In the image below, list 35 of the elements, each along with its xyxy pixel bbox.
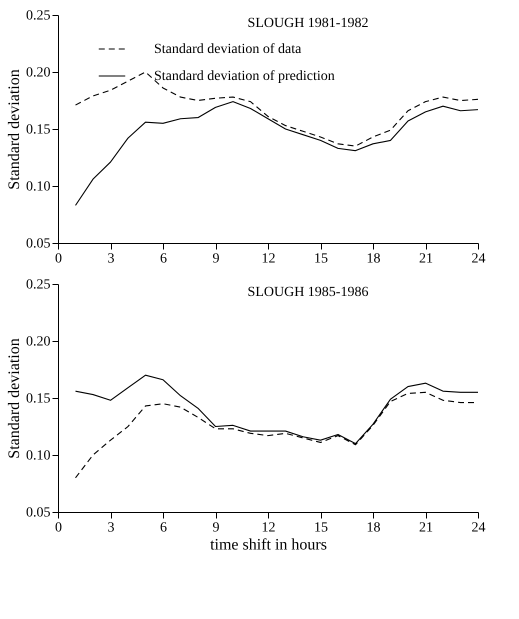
legend-label: Standard deviation of data bbox=[154, 42, 302, 57]
y-tick-label: 0.25 bbox=[26, 8, 50, 24]
y-tick-label: 0.20 bbox=[26, 66, 50, 80]
x-tick-label: 12 bbox=[262, 520, 276, 536]
x-tick-label: 3 bbox=[108, 520, 114, 536]
x-tick-label: 6 bbox=[160, 252, 167, 266]
y-axis-title: Standard deviation bbox=[6, 338, 23, 459]
x-tick-label: 12 bbox=[262, 252, 276, 266]
y-tick-label: 0.25 bbox=[26, 278, 50, 292]
x-tick-label: 21 bbox=[419, 520, 433, 536]
x-tick-label: 3 bbox=[108, 252, 114, 266]
y-axis-title: Standard deviation bbox=[6, 69, 23, 190]
x-tick-label: 9 bbox=[212, 520, 220, 536]
legend-label: Standard deviation of prediction bbox=[154, 69, 335, 84]
y-tick-label: 0.20 bbox=[26, 334, 50, 350]
x-tick-label: 0 bbox=[55, 252, 62, 266]
y-tick-label: 0.05 bbox=[26, 236, 50, 252]
x-tick-label: 6 bbox=[160, 520, 167, 536]
x-tick-label: 0 bbox=[55, 520, 62, 536]
y-tick-label: 0.10 bbox=[26, 180, 50, 194]
x-tick-label: 9 bbox=[212, 252, 220, 266]
chart-title: SLOUGH 1981-1982 bbox=[248, 16, 368, 31]
y-tick-label: 0.15 bbox=[26, 122, 50, 138]
x-tick-label: 15 bbox=[314, 252, 328, 266]
x-axis-title: time shift in hours bbox=[210, 536, 327, 554]
x-tick-label: 18 bbox=[366, 252, 380, 266]
chart-title: SLOUGH 1985-1986 bbox=[248, 285, 368, 300]
x-tick-label: 21 bbox=[419, 252, 433, 266]
x-tick-label: 18 bbox=[366, 520, 380, 536]
y-tick-label: 0.15 bbox=[26, 392, 50, 406]
x-tick-label: 24 bbox=[472, 520, 486, 536]
x-tick-label: 24 bbox=[472, 252, 486, 266]
y-tick-label: 0.10 bbox=[26, 448, 50, 464]
y-tick-label: 0.05 bbox=[26, 506, 50, 520]
x-tick-label: 15 bbox=[314, 520, 328, 536]
